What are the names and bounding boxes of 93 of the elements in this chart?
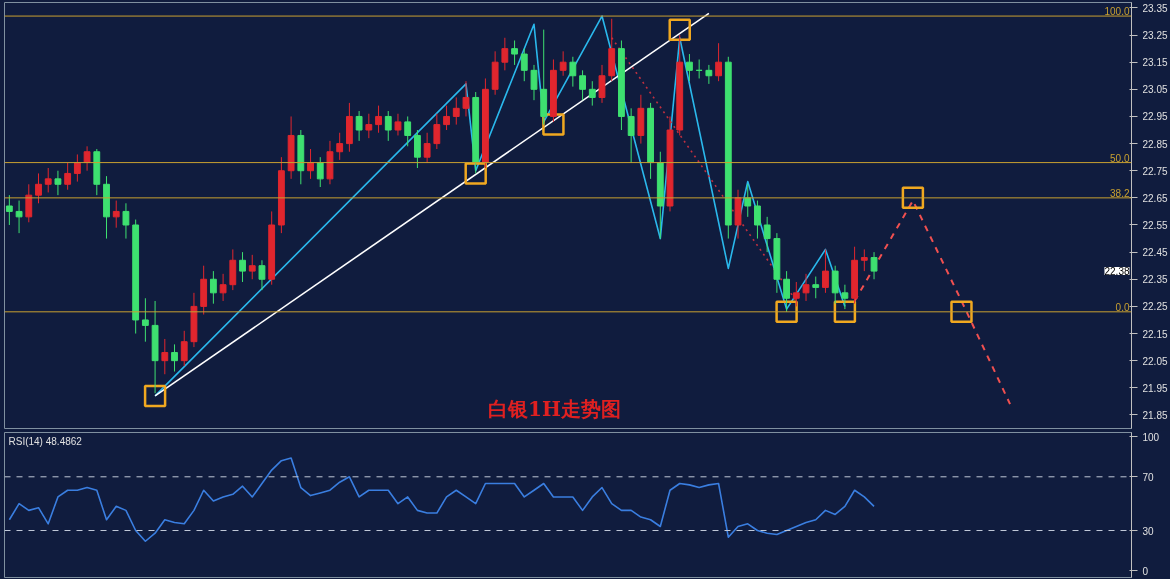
y-tick-label: 22.15 [1142, 328, 1168, 340]
candlestick [598, 64, 606, 104]
y-tick-label: 22.85 [1142, 138, 1168, 150]
y-tick-label: 22.05 [1142, 355, 1168, 367]
candlestick [44, 167, 52, 193]
candlestick [783, 270, 791, 313]
annotation: 0.0 [1115, 301, 1130, 313]
annotation: 50.0 [1110, 152, 1130, 164]
candlestick [423, 132, 431, 164]
candlestick [841, 284, 849, 310]
y-tick-label: 22.75 [1142, 165, 1168, 177]
candlestick [462, 80, 470, 117]
candlestick [73, 153, 81, 183]
y-tick-label: 21.95 [1142, 382, 1168, 394]
y-tick-label: 21.85 [1142, 409, 1168, 421]
candlestick [219, 273, 227, 302]
text: 白银1H走势图 [487, 396, 621, 421]
candlestick [112, 200, 120, 229]
candlestick [822, 248, 829, 294]
annotation: 38.2 [1110, 187, 1130, 199]
candlestick [433, 113, 441, 150]
candlestick [25, 183, 33, 223]
y-tick-label: 22.25 [1142, 301, 1168, 313]
y-tick-label: 22.35 [1142, 274, 1168, 286]
candlestick [365, 113, 373, 139]
line-series [8, 457, 875, 543]
candlestick [248, 254, 256, 280]
point [950, 300, 973, 324]
candlestick [860, 248, 868, 272]
candlestick [180, 330, 188, 367]
y-tick-label: 70 [1142, 471, 1155, 483]
y-tick-label: 100 [1142, 431, 1160, 443]
y-tick-label: 30 [1142, 525, 1155, 537]
y-tick-label: 22.65 [1142, 192, 1168, 204]
candlestick [375, 105, 382, 134]
point [143, 384, 167, 408]
candlestick [171, 343, 178, 373]
candlestick [443, 105, 450, 131]
candlestick [355, 110, 363, 142]
candlestick [802, 273, 810, 302]
candlestick [792, 281, 800, 307]
candlestick [209, 270, 217, 305]
annotation: 22.38 [1104, 266, 1130, 278]
candlestick [54, 170, 62, 196]
candlestick [744, 183, 752, 218]
candlestick [384, 110, 392, 142]
candlestick [413, 129, 421, 169]
candlestick [530, 64, 538, 101]
annotation: 100.0 [1104, 6, 1130, 18]
candlestick [404, 115, 412, 147]
y-tick-label: 22.55 [1142, 220, 1168, 231]
candlestick [239, 251, 246, 283]
candlestick [336, 132, 344, 161]
candlestick [501, 37, 509, 71]
y-tick-label: 23.15 [1142, 57, 1168, 69]
y-tick-label: 22.45 [1142, 247, 1168, 259]
candlestick [754, 200, 761, 240]
candlestick [686, 53, 693, 82]
candlestick [394, 113, 402, 136]
candlestick [452, 96, 460, 126]
candlestick [15, 200, 23, 234]
point [464, 162, 487, 185]
candlestick [5, 194, 13, 226]
candlestick [141, 297, 149, 343]
candlestick [122, 202, 130, 240]
candlestick [511, 39, 518, 66]
candlestick [812, 276, 820, 299]
candlestick [588, 80, 596, 107]
y-tick-label: 23.25 [1142, 30, 1168, 42]
candlestick [559, 50, 567, 77]
candlestick [627, 107, 635, 164]
candlestick [35, 172, 42, 204]
chart-title: RSI(14) 48.4862 [8, 435, 83, 447]
candlestick [307, 148, 314, 180]
candlestick [569, 56, 577, 88]
candlestick [705, 64, 713, 85]
candlestick [258, 259, 266, 291]
candlestick [316, 156, 324, 188]
point [901, 186, 925, 210]
y-tick-label: 23.05 [1142, 84, 1168, 96]
candlestick [83, 145, 91, 172]
candlestick [161, 338, 169, 375]
candlestick [715, 42, 723, 82]
candlestick [579, 69, 586, 101]
candlestick [64, 162, 72, 191]
y-tick-label: 0 [1142, 565, 1149, 577]
candlestick [831, 265, 839, 305]
candlestick [763, 216, 771, 253]
y-tick-label: 23.35 [1142, 2, 1168, 14]
candlestick [870, 251, 878, 280]
candlestick [520, 48, 528, 82]
y-tick-label: 22.95 [1142, 111, 1168, 123]
point [668, 18, 691, 41]
